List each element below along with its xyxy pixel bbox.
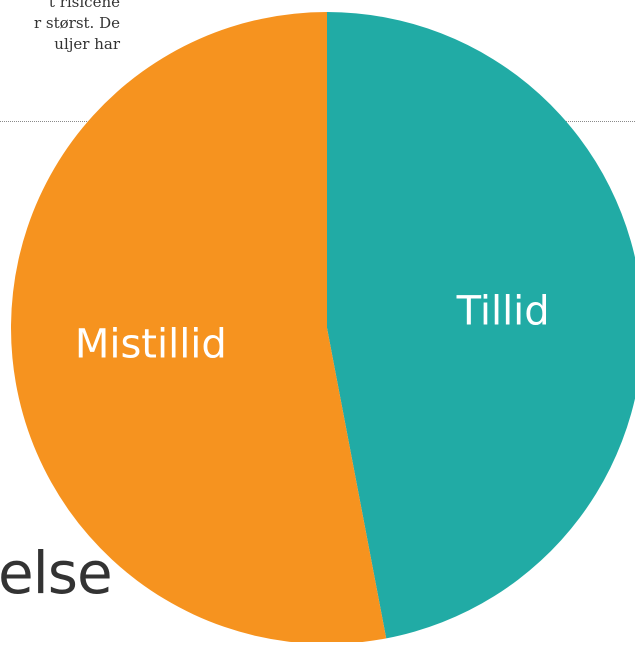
pie-slice-tillid <box>327 12 635 639</box>
pie-label-mistillid: Mistillid <box>75 322 227 368</box>
body-text-line: t risicene <box>48 0 120 11</box>
heading-text: else <box>0 539 113 607</box>
pie-label-tillid: Tillid <box>456 288 550 334</box>
pie-slice-mistillid <box>11 12 387 642</box>
article-body-text: t risicene r størst. De uljer har <box>0 0 120 55</box>
body-text-line: uljer har <box>54 35 120 53</box>
body-text-line: r størst. De <box>33 14 120 32</box>
heading-fragment: else <box>0 528 635 648</box>
